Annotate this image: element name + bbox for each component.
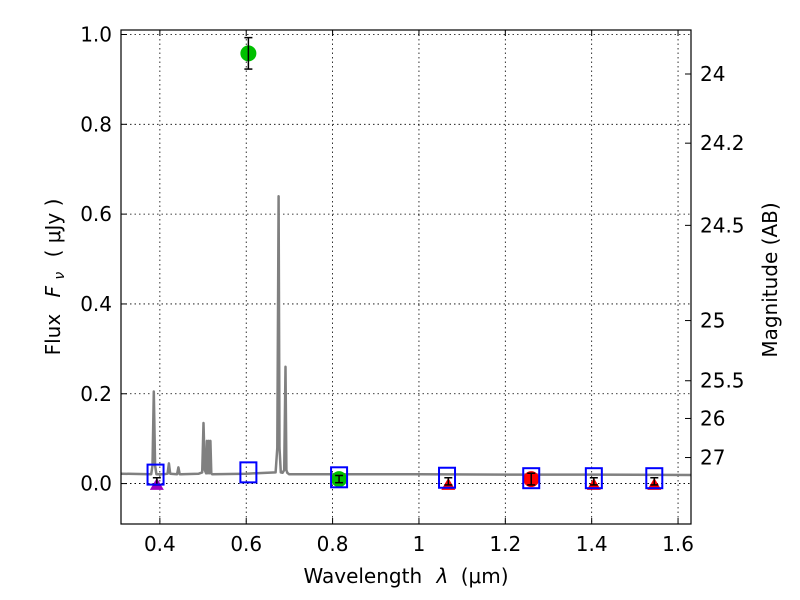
y-tick-label: 0.8 [80, 112, 112, 136]
model-spectrum-line [120, 194, 692, 477]
model-photometry-square [584, 467, 603, 490]
y-tick-label: 0.4 [80, 292, 112, 316]
x-axis-label: Wavelength λ (μm) [303, 564, 508, 588]
y-tick-label: 1.0 [80, 22, 112, 46]
y2-tick-label: 24 [700, 62, 725, 86]
y2-tick-label: 25.5 [700, 369, 745, 393]
x-tick-label: 1 [413, 532, 426, 556]
y-tick-label: 0.6 [80, 202, 112, 226]
x-tick-label: 0.4 [144, 532, 176, 556]
y2-tick-label: 24.2 [700, 131, 745, 155]
model-photometry-square [146, 463, 165, 486]
model-photometry-square [330, 466, 349, 489]
model-photometry-square [239, 461, 258, 484]
y-tick-label: 0.0 [80, 472, 112, 496]
y-tick-label: 0.2 [80, 382, 112, 406]
y2-tick-label: 24.5 [700, 213, 745, 237]
series [120, 36, 692, 490]
ticks: 0.4 0.6 0.8 1 1.2 1.4 1.6 0.0 0.2 0.4 0.6 0.8 1.0 24 2… [80, 22, 744, 556]
y-axis-label: Flux F ν ( μJy ) [41, 199, 69, 356]
x-tick-label: 0.6 [230, 532, 262, 556]
y2-tick-label: 25 [700, 309, 725, 333]
model-photometry-square [645, 467, 664, 490]
x-tick-label: 0.8 [317, 532, 349, 556]
plot-frame [120, 29, 692, 525]
grid [121, 30, 691, 524]
y2-tick-label: 27 [700, 446, 725, 470]
x-tick-label: 1.6 [662, 532, 694, 556]
x-tick-label: 1.2 [489, 532, 521, 556]
model-photometry-square [522, 467, 541, 490]
y2-tick-label: 26 [700, 406, 725, 430]
y2-axis-label: Magnitude (AB) [758, 202, 782, 357]
model-photometry-square [438, 466, 457, 489]
x-tick-label: 1.4 [576, 532, 608, 556]
